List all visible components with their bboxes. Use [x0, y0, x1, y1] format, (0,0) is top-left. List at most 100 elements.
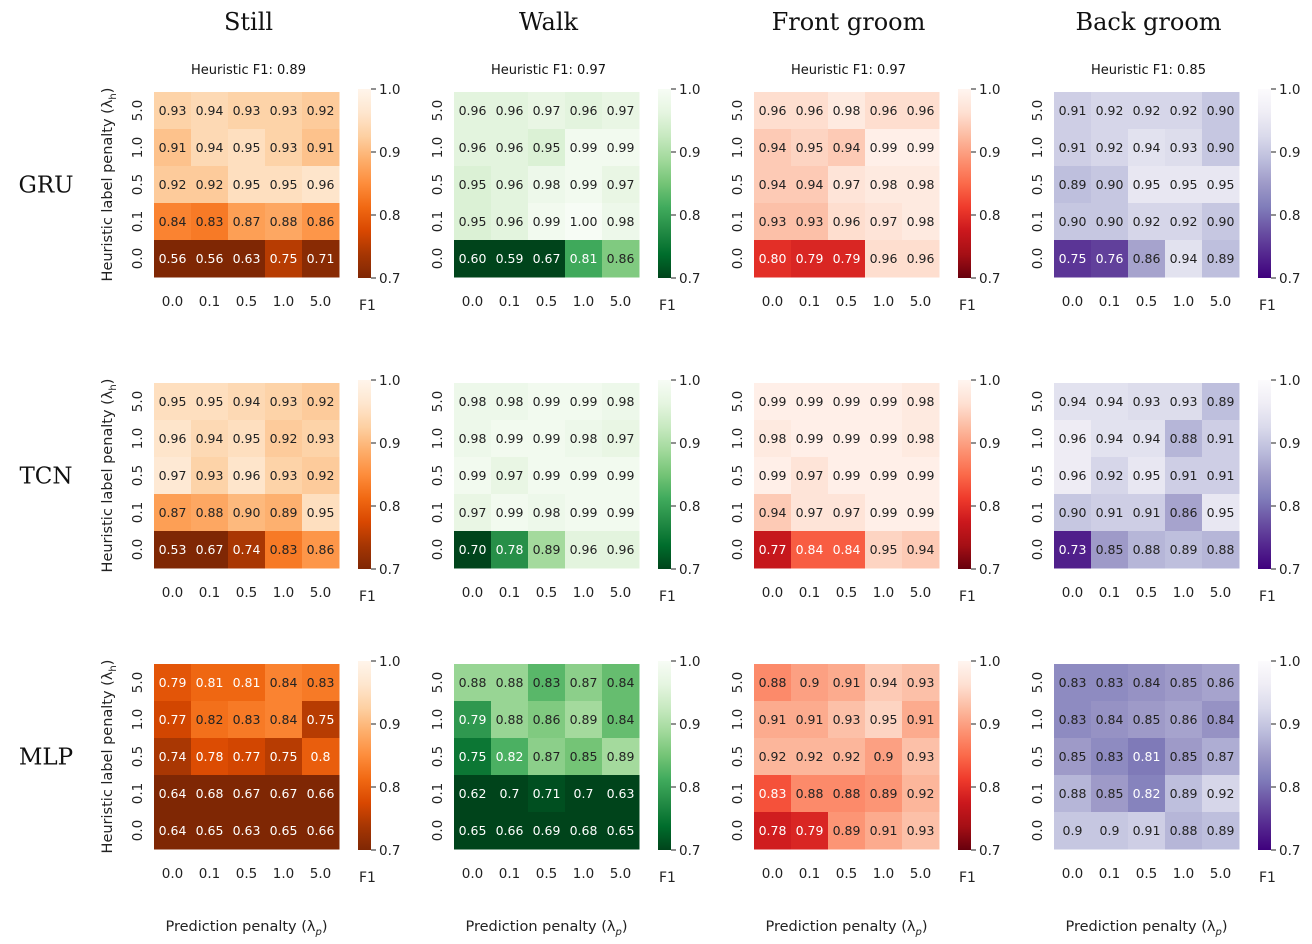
- heatmap-cell: [265, 494, 303, 532]
- cell-value-label: 0.99: [570, 505, 598, 520]
- cell-value-label: 0.85: [1096, 786, 1124, 801]
- y-tick-label: 0.0: [130, 820, 146, 841]
- cell-value-label: 0.82: [196, 712, 224, 727]
- heatmap-cell: [1165, 812, 1203, 850]
- heatmap-cell: [1165, 738, 1203, 776]
- cell-value-label: 0.92: [759, 749, 787, 764]
- heatmap-cell: [454, 92, 492, 130]
- colorbar-tick-label: 0.8: [379, 208, 400, 224]
- heatmap-cell: [302, 203, 340, 241]
- heatmap-cell: [902, 92, 940, 130]
- cell-value-label: 0.94: [1133, 431, 1161, 446]
- cell-value-label: 0.92: [1133, 103, 1161, 118]
- y-tick-label: 5.0: [1030, 391, 1046, 412]
- y-tick-label: 1.0: [1030, 428, 1046, 449]
- heatmap-cell: [1128, 738, 1166, 776]
- x-tick-label: 5.0: [610, 866, 631, 882]
- cell-value-label: 0.96: [1059, 431, 1087, 446]
- heatmap-cell: [302, 420, 340, 458]
- cell-value-label: 0.92: [307, 394, 335, 409]
- colorbar: [358, 661, 371, 850]
- heatmap-cell: [528, 457, 566, 495]
- y-tick-label: 5.0: [1030, 672, 1046, 693]
- x-tick-label: 1.0: [573, 294, 594, 310]
- cell-value-label: 0.94: [1059, 394, 1087, 409]
- x-axis-label-subscript: p: [914, 927, 921, 938]
- heatmap-cell: [791, 775, 829, 813]
- cell-value-label: 0.67: [196, 542, 224, 557]
- heatmap-cell: [865, 701, 903, 739]
- heatmap-cell: [302, 701, 340, 739]
- cell-value-label: 0.91: [159, 140, 187, 155]
- x-tick-label: 0.5: [1136, 585, 1157, 601]
- heatmap-cell: [528, 240, 566, 278]
- heatmap-cell: [602, 92, 640, 130]
- cell-value-label: 0.87: [570, 675, 598, 690]
- cell-value-label: 0.93: [833, 712, 861, 727]
- row-model-label: MLP: [19, 745, 73, 771]
- heatmap-cell: [528, 383, 566, 421]
- heatmap-cell: [1091, 383, 1129, 421]
- heatmap-cell: [1091, 92, 1129, 130]
- heatmap-cell: [454, 457, 492, 495]
- heatmap-cell: [302, 664, 340, 702]
- heatmap-cell: [528, 494, 566, 532]
- heatmap-cell: [528, 531, 566, 569]
- heatmap-cell: [791, 420, 829, 458]
- heatmap-cell: [191, 166, 229, 204]
- heatmap-cell: [265, 531, 303, 569]
- x-tick-label: 0.1: [799, 294, 820, 310]
- heatmap-cell: [1054, 420, 1092, 458]
- colorbar-tick-label: 0.8: [979, 499, 1000, 515]
- heatmap-cell: [528, 129, 566, 167]
- heatmap-cell: [565, 203, 603, 241]
- cell-value-label: 0.95: [159, 394, 187, 409]
- y-tick-label: 0.1: [430, 783, 446, 804]
- cell-value-label: 0.75: [459, 749, 487, 764]
- colorbar-label: F1: [959, 298, 976, 314]
- heatmap-cell: [528, 701, 566, 739]
- y-tick-label: 5.0: [730, 391, 746, 412]
- cell-value-label: 0.93: [270, 468, 298, 483]
- heatmap-cell: [228, 383, 266, 421]
- heatmap-cell: [754, 240, 792, 278]
- heatmap-cell: [302, 457, 340, 495]
- y-tick-label: 5.0: [430, 100, 446, 121]
- heatmap-cell: [602, 812, 640, 850]
- heatmap-cell: [302, 166, 340, 204]
- heatmap-cell: [1054, 129, 1092, 167]
- cell-value-label: 0.80: [759, 251, 787, 266]
- cell-value-label: 0.94: [1096, 431, 1124, 446]
- heatmap-cell: [1202, 701, 1240, 739]
- heatmap-cell: [528, 166, 566, 204]
- heatmap-cell: [228, 775, 266, 813]
- y-tick-label: 0.0: [1030, 820, 1046, 841]
- cell-value-label: 0.98: [459, 394, 487, 409]
- heatmap-cell: [791, 701, 829, 739]
- cell-value-label: 0.93: [907, 749, 935, 764]
- cell-value-label: 0.64: [159, 786, 187, 801]
- cell-value-label: 0.94: [233, 394, 261, 409]
- heatmap-cell: [528, 664, 566, 702]
- cell-value-label: 0.99: [533, 214, 561, 229]
- cell-value-label: 0.98: [833, 103, 861, 118]
- cell-value-label: 0.97: [607, 177, 635, 192]
- cell-value-label: 0.87: [233, 214, 261, 229]
- cell-value-label: 0.85: [1133, 712, 1161, 727]
- cell-value-label: 0.95: [796, 140, 824, 155]
- cell-value-label: 0.83: [1096, 675, 1124, 690]
- heatmap-cell: [1054, 203, 1092, 241]
- heatmap-cell: [491, 129, 529, 167]
- y-tick-label: 5.0: [130, 100, 146, 121]
- cell-value-label: 0.75: [270, 749, 298, 764]
- row-model-label: TCN: [19, 464, 72, 490]
- heatmap-cell: [154, 531, 192, 569]
- cell-value-label: 0.90: [1207, 103, 1235, 118]
- heatmap-cell: [228, 92, 266, 130]
- heatmap-cell: [602, 457, 640, 495]
- cell-value-label: 0.83: [233, 712, 261, 727]
- y-axis-label: Heuristic label penalty (λh): [100, 660, 119, 854]
- cell-value-label: 0.92: [1096, 468, 1124, 483]
- colorbar-tick-label: 0.8: [679, 499, 700, 515]
